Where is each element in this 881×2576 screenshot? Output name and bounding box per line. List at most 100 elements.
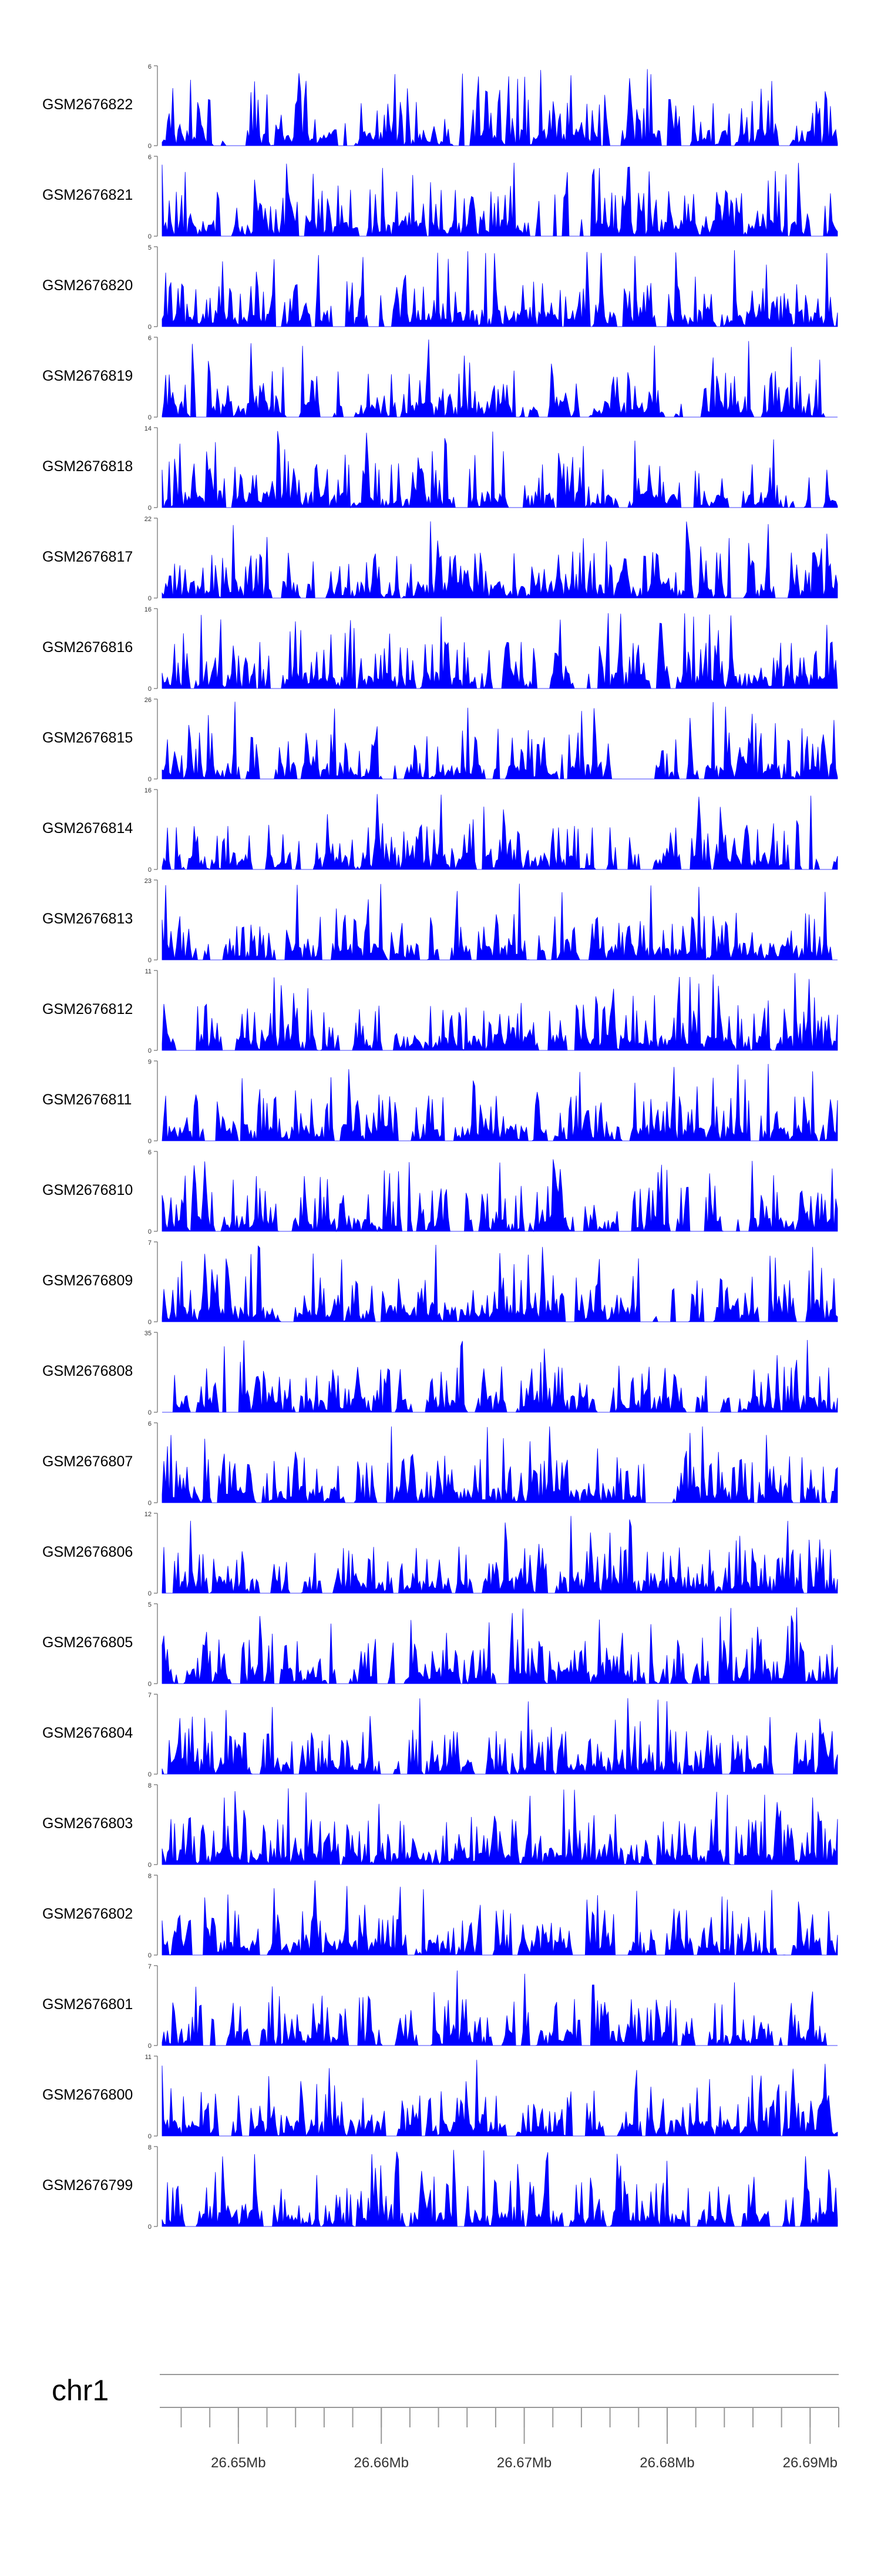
- track-GSM2676805: 50: [148, 1601, 838, 1688]
- y-tick-label-max: 11: [145, 2054, 152, 2061]
- track-label: GSM2676819: [42, 368, 133, 384]
- track-label: GSM2676807: [42, 1453, 133, 1470]
- y-tick-label-zero: 0: [148, 1952, 152, 1959]
- coverage-area: [162, 1698, 838, 1775]
- track-GSM2676808: 35 0: [144, 1330, 838, 1416]
- y-tick-label-zero: 0: [148, 505, 152, 512]
- track-label: GSM2676820: [42, 277, 133, 294]
- y-tick-label-zero: 0: [148, 1138, 152, 1145]
- y-tick-label-max: 5: [148, 244, 152, 251]
- y-tick-label-max: 23: [144, 878, 152, 885]
- y-tick-label-max: 6: [148, 335, 152, 342]
- track-label: GSM2676812: [42, 1001, 133, 1017]
- coverage-area: [162, 69, 838, 146]
- coverage-area: [162, 701, 838, 780]
- y-tick-label-max: 6: [148, 1149, 152, 1156]
- y-tick-label-max: 16: [144, 606, 152, 613]
- coverage-area: [162, 1426, 838, 1504]
- coverage-area: [162, 1159, 838, 1232]
- track-label: GSM2676805: [42, 1634, 133, 1651]
- y-tick-label-max: 7: [148, 1240, 152, 1247]
- coverage-area: [162, 1339, 838, 1413]
- y-tick-label-zero: 0: [148, 1409, 152, 1416]
- y-tick-label-zero: 0: [148, 1228, 152, 1235]
- track-GSM2676820: 50: [148, 244, 838, 331]
- x-tick-label: 26.65Mb: [211, 2455, 265, 2471]
- track-GSM2676818: 14 0: [144, 425, 838, 512]
- y-tick-label-zero: 0: [148, 324, 152, 331]
- y-tick-label-zero: 0: [148, 1047, 152, 1054]
- track-GSM2676810: 60: [148, 1149, 838, 1235]
- y-tick-label-zero: 0: [148, 143, 152, 150]
- track-GSM2676807: 60: [148, 1420, 838, 1507]
- coverage-area: [162, 1880, 838, 1956]
- track-GSM2676803: 80: [148, 1782, 838, 1869]
- track-label: GSM2676816: [42, 639, 133, 656]
- coverage-area: [162, 1607, 838, 1685]
- coverage-area: [162, 339, 838, 418]
- y-tick-label-zero: 0: [148, 776, 152, 783]
- y-tick-label-zero: 0: [148, 957, 152, 964]
- track-label: GSM2676814: [42, 820, 133, 837]
- track-GSM2676809: 70: [148, 1240, 838, 1326]
- x-tick-label: 26.68Mb: [640, 2455, 694, 2471]
- track-GSM2676817: 22 0: [144, 516, 838, 602]
- x-tick-label: 26.67Mb: [497, 2455, 552, 2471]
- y-tick-label-zero: 0: [148, 2043, 152, 2050]
- coverage-area: [162, 613, 838, 690]
- track-label: GSM2676815: [42, 730, 133, 746]
- track-label: GSM2676822: [42, 96, 133, 113]
- track-GSM2676819: 60: [148, 335, 838, 421]
- y-tick-label-zero: 0: [148, 1862, 152, 1869]
- y-tick-label-max: 16: [144, 787, 152, 794]
- track-GSM2676800: 11 0: [145, 2054, 838, 2140]
- track-label: GSM2676811: [42, 1091, 132, 1108]
- y-tick-label-max: 5: [148, 1601, 152, 1608]
- y-tick-label-zero: 0: [148, 1590, 152, 1597]
- track-GSM2676806: 12 0: [144, 1511, 838, 1597]
- track-GSM2676799: 80: [148, 2144, 838, 2231]
- track-label: GSM2676818: [42, 458, 133, 475]
- y-tick-label-max: 6: [148, 1420, 152, 1428]
- track-GSM2676811: 90: [148, 1059, 838, 1145]
- y-tick-label-max: 7: [148, 1692, 152, 1699]
- y-tick-label-max: 26: [144, 697, 152, 704]
- track-label: GSM2676803: [42, 1815, 133, 1832]
- y-tick-label-zero: 0: [148, 2224, 152, 2231]
- coverage-area: [162, 250, 838, 328]
- y-tick-label-max: 8: [148, 1873, 152, 1880]
- coverage-area: [162, 1970, 838, 2046]
- genome-axis: 26.65Mb 26.66Mb 26.67Mb 26.68Mb 26.69Mb: [160, 2374, 839, 2471]
- track-GSM2676804: 70: [148, 1692, 838, 1778]
- coverage-area: [162, 2060, 838, 2137]
- coverage-area: [162, 2150, 838, 2227]
- coverage-area: [162, 973, 838, 1051]
- track-label: GSM2676801: [42, 1996, 133, 2013]
- track-GSM2676814: 16 0: [144, 787, 838, 874]
- track-label: GSM2676799: [42, 2177, 133, 2194]
- y-tick-label-max: 35: [144, 1330, 152, 1337]
- track-label: GSM2676821: [42, 187, 133, 203]
- coverage-area: [162, 1788, 838, 1865]
- track-GSM2676812: 11 0: [145, 968, 838, 1054]
- coverage-area: [162, 431, 838, 509]
- y-tick-label-zero: 0: [148, 1319, 152, 1326]
- y-tick-label-max: 6: [148, 63, 152, 70]
- track-label: GSM2676809: [42, 1272, 133, 1289]
- track-label: GSM2676810: [42, 1182, 133, 1198]
- track-label: GSM2676804: [42, 1725, 133, 1741]
- track-GSM2676813: 23 0: [144, 878, 838, 964]
- coverage-area: [162, 1064, 838, 1141]
- track-GSM2676816: 16 0: [144, 606, 838, 693]
- y-tick-label-zero: 0: [148, 595, 152, 602]
- y-tick-label-zero: 0: [148, 866, 152, 874]
- y-tick-label-zero: 0: [148, 233, 152, 240]
- y-tick-label-zero: 0: [148, 2133, 152, 2140]
- y-tick-label-max: 22: [144, 516, 152, 523]
- y-tick-label-max: 7: [148, 1963, 152, 1970]
- y-tick-label-max: 14: [144, 425, 152, 432]
- track-label: GSM2676817: [42, 549, 133, 565]
- coverage-area: [162, 521, 838, 599]
